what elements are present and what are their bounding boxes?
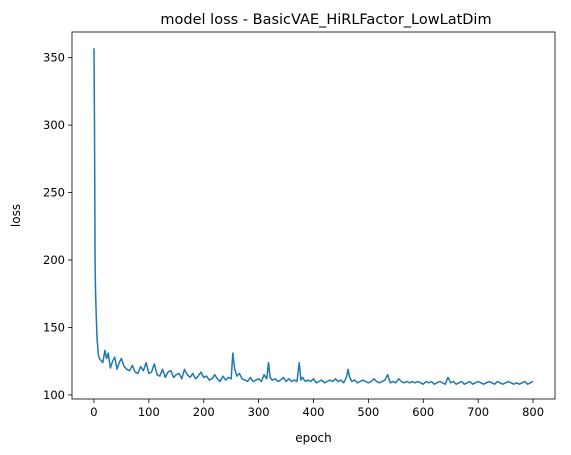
x-tick-label: 600 (412, 405, 434, 419)
y-tick-label: 350 (43, 51, 65, 65)
y-axis-label: loss (9, 204, 23, 227)
x-tick-label: 0 (90, 405, 97, 419)
chart-title: model loss - BasicVAE_HiRLFactor_LowLatD… (160, 12, 491, 28)
x-tick-label: 200 (193, 405, 215, 419)
y-axis: 100 150 200 250 300 350 (43, 51, 72, 402)
y-tick-label: 200 (43, 253, 65, 267)
x-axis: 0 100 200 300 400 500 600 700 800 (90, 399, 544, 419)
x-tick-label: 300 (248, 405, 270, 419)
y-tick-label: 250 (43, 186, 65, 200)
x-tick-label: 100 (138, 405, 160, 419)
y-tick-label: 150 (43, 320, 65, 334)
x-tick-label: 500 (357, 405, 379, 419)
x-tick-label: 700 (467, 405, 489, 419)
x-tick-label: 800 (522, 405, 544, 419)
loss-line (93, 48, 534, 385)
x-tick-label: 400 (303, 405, 325, 419)
y-tick-label: 100 (43, 388, 65, 402)
x-axis-label: epoch (295, 431, 332, 445)
y-tick-label: 300 (43, 118, 65, 132)
plot-frame (71, 31, 556, 400)
